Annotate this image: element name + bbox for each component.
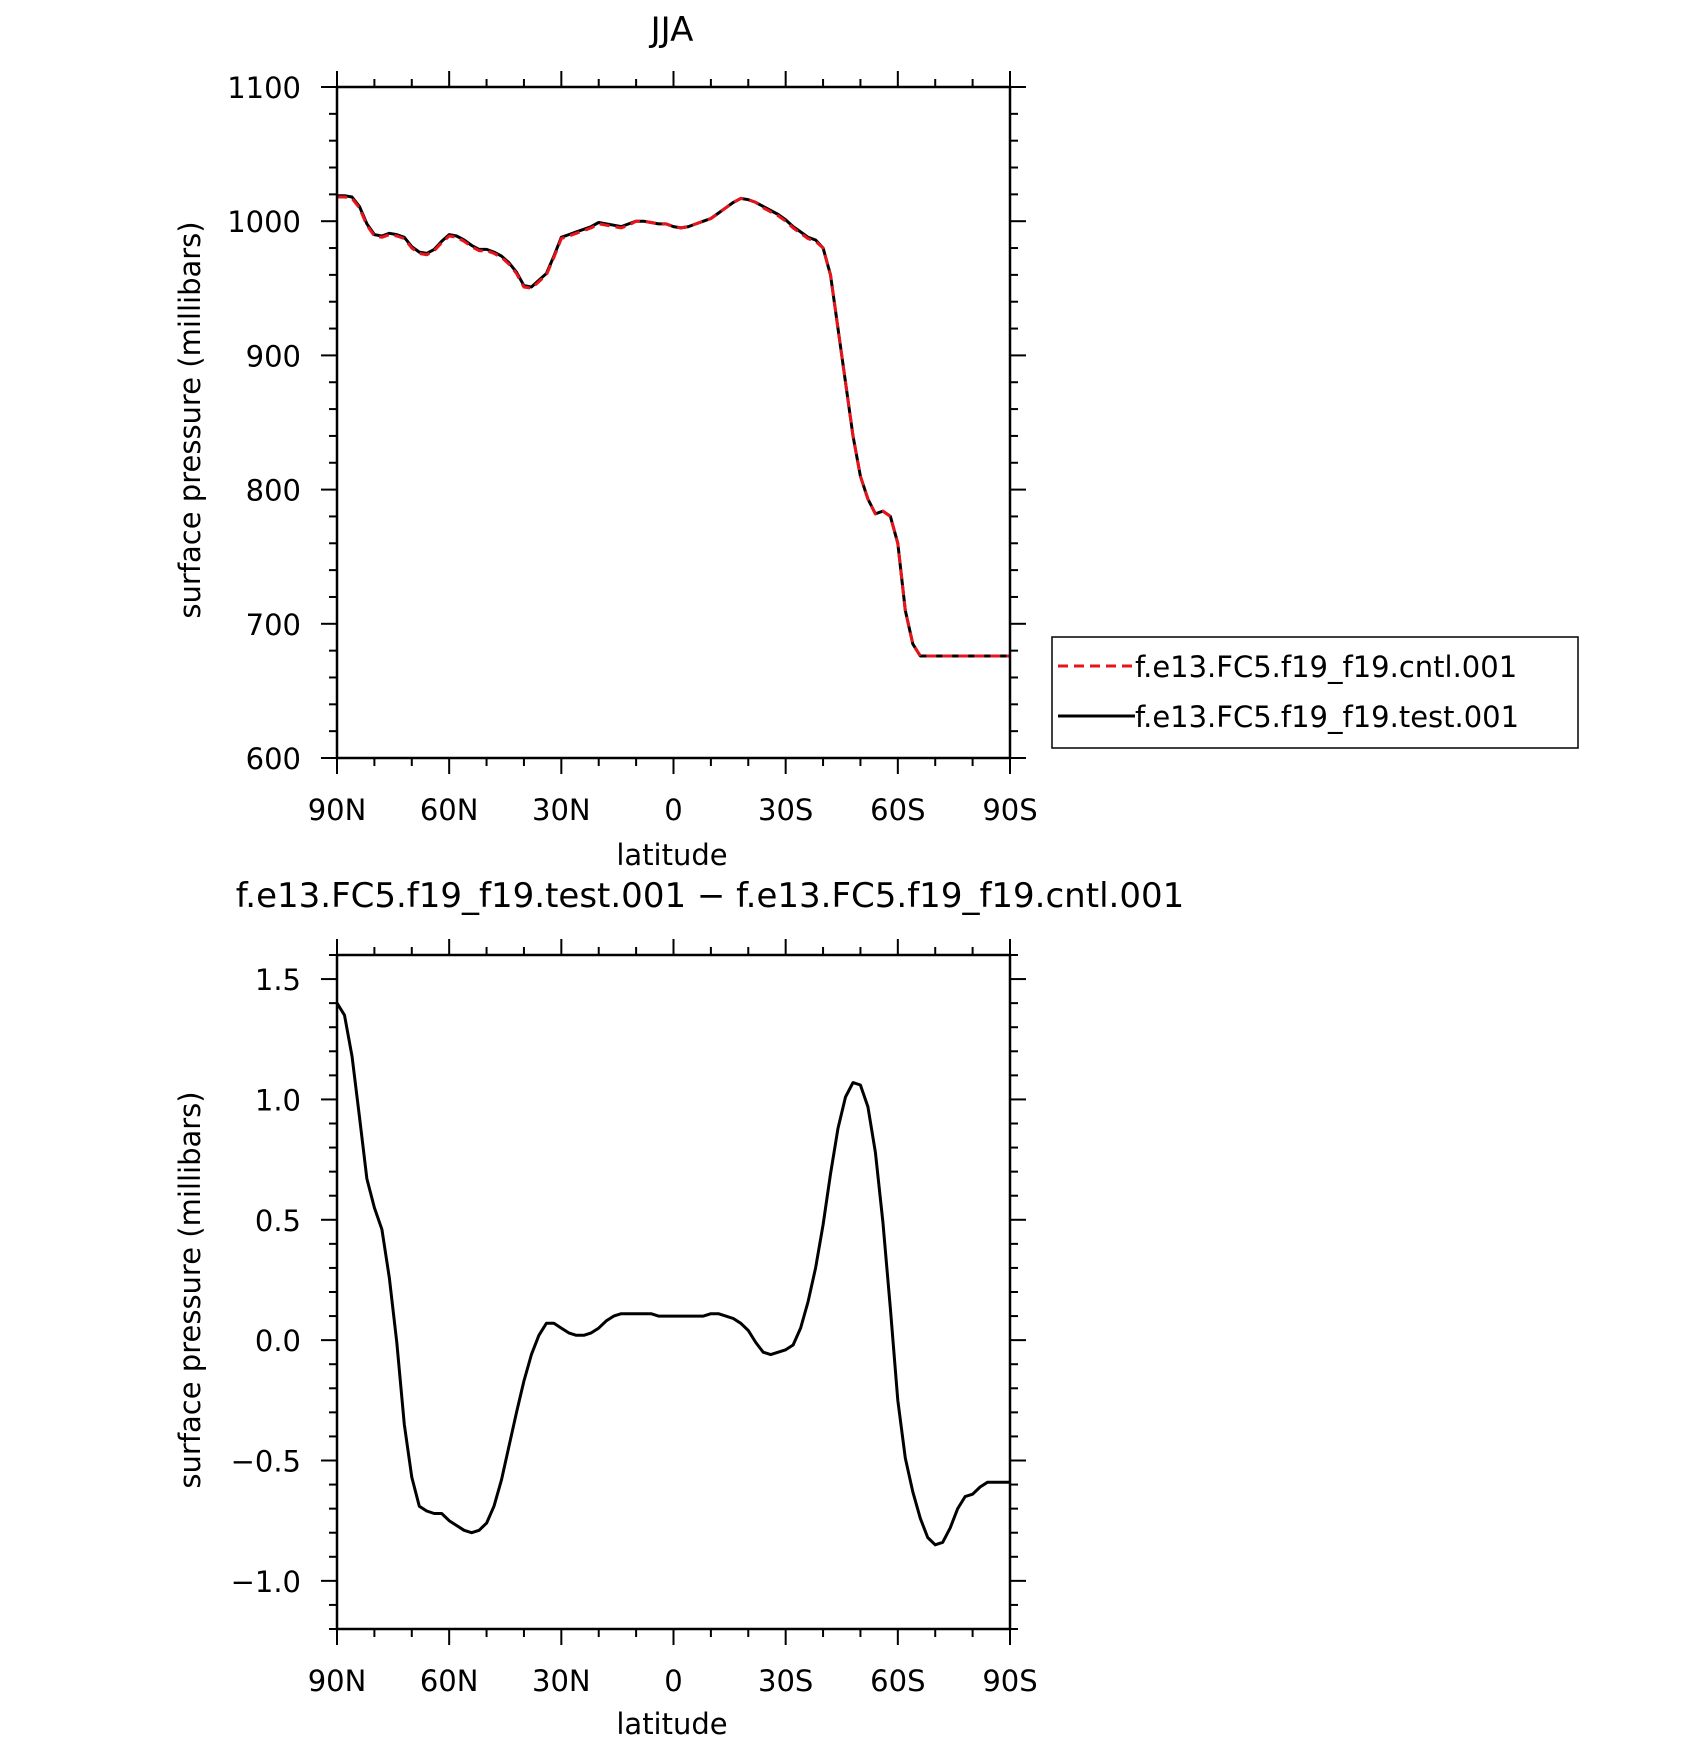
bottom-x-axis-label: latitude — [616, 1707, 727, 1741]
x-tick-label: 90S — [982, 1664, 1037, 1698]
x-tick-label: 60N — [420, 1664, 479, 1698]
bottom-y-axis-label: surface pressure (millibars) — [173, 1091, 207, 1488]
bottom-tick-marks — [321, 939, 1026, 1645]
series-line-1 — [337, 194, 1010, 658]
y-tick-label: −0.5 — [231, 1445, 301, 1479]
top-plot-frame — [335, 85, 1012, 760]
y-tick-label: 900 — [246, 339, 301, 373]
top-legend: f.e13.FC5.f19_f19.cntl.001 f.e13.FC5.f19… — [1051, 636, 1579, 749]
y-tick-label: 0.0 — [255, 1324, 301, 1358]
bottom-plot-frame — [335, 953, 1012, 1631]
x-tick-label: 0 — [664, 793, 682, 827]
bottom-x-tick-labels: 90N 60N 30N 0 30S 60S 90S — [308, 1664, 1038, 1698]
y-tick-label: 700 — [246, 608, 301, 642]
bottom-y-tick-labels: −1.0 −0.5 0.0 0.5 1.0 1.5 — [231, 963, 301, 1599]
x-tick-label: 30N — [532, 793, 591, 827]
series-line-0 — [335, 1002, 1010, 1547]
y-tick-label: 1.0 — [255, 1083, 301, 1117]
top-x-axis-label: latitude — [616, 838, 727, 872]
x-tick-label: 30N — [532, 1664, 591, 1698]
top-chart: JJA 600 700 800 900 1000 1100 90N 60N 30N 0 30S 60… — [173, 10, 1579, 872]
y-tick-label: 800 — [246, 474, 301, 508]
top-chart-title: JJA — [649, 10, 694, 50]
y-tick-label: 1100 — [227, 71, 301, 105]
top-y-axis-label: surface pressure (millibars) — [173, 221, 207, 618]
x-tick-label: 90N — [308, 1664, 367, 1698]
top-series-group — [337, 194, 1010, 658]
top-y-tick-labels: 600 700 800 900 1000 1100 — [227, 71, 301, 776]
bottom-chart: f.e13.FC5.f19_f19.test.001 − f.e13.FC5.f… — [173, 876, 1184, 1741]
y-tick-label: 1.5 — [255, 963, 301, 997]
y-tick-label: −1.0 — [231, 1565, 301, 1599]
bottom-series-group — [335, 1002, 1010, 1547]
legend-label-test: f.e13.FC5.f19_f19.test.001 — [1135, 700, 1519, 734]
y-tick-label: 1000 — [227, 205, 301, 239]
x-tick-label: 60S — [870, 1664, 925, 1698]
x-tick-label: 0 — [664, 1664, 682, 1698]
top-x-tick-labels: 90N 60N 30N 0 30S 60S 90S — [308, 793, 1038, 827]
y-tick-label: 600 — [246, 742, 301, 776]
legend-box — [1051, 636, 1579, 749]
x-tick-label: 30S — [758, 793, 813, 827]
x-tick-label: 90N — [308, 793, 367, 827]
bottom-chart-title: f.e13.FC5.f19_f19.test.001 − f.e13.FC5.f… — [236, 876, 1184, 916]
y-tick-label: 0.5 — [255, 1204, 301, 1238]
legend-label-cntl: f.e13.FC5.f19_f19.cntl.001 — [1135, 650, 1517, 684]
series-line-0 — [337, 195, 1010, 658]
x-tick-label: 60N — [420, 793, 479, 827]
top-tick-marks — [321, 71, 1026, 774]
x-tick-label: 30S — [758, 1664, 813, 1698]
x-tick-label: 60S — [870, 793, 925, 827]
x-tick-label: 90S — [982, 793, 1037, 827]
